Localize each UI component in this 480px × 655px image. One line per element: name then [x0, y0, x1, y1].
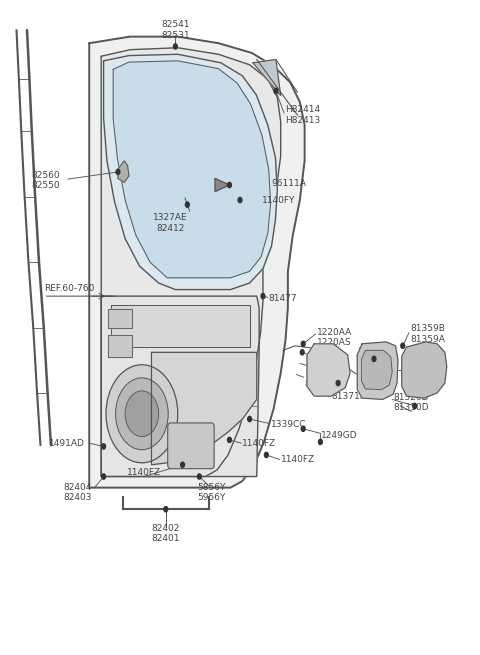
Polygon shape — [101, 48, 281, 477]
Text: 1140FZ: 1140FZ — [127, 468, 161, 477]
Text: 81320D
81310D: 81320D 81310D — [393, 393, 429, 413]
Polygon shape — [215, 178, 229, 191]
Circle shape — [102, 474, 106, 479]
Text: 1491AD: 1491AD — [48, 440, 84, 448]
Circle shape — [336, 381, 340, 386]
Text: 81477: 81477 — [269, 293, 297, 303]
FancyBboxPatch shape — [168, 423, 214, 469]
Polygon shape — [111, 305, 250, 347]
Circle shape — [180, 462, 184, 468]
Polygon shape — [357, 342, 398, 400]
Polygon shape — [108, 335, 132, 357]
Polygon shape — [101, 296, 259, 477]
Text: 1140FZ: 1140FZ — [281, 455, 315, 464]
Circle shape — [372, 356, 376, 362]
Text: 5856Y
5956Y: 5856Y 5956Y — [197, 483, 226, 502]
Circle shape — [116, 378, 168, 450]
Circle shape — [401, 343, 405, 348]
Circle shape — [102, 444, 106, 449]
Circle shape — [264, 453, 268, 458]
Text: 82404
82403: 82404 82403 — [63, 483, 92, 502]
Circle shape — [274, 88, 278, 94]
Circle shape — [228, 438, 231, 443]
Text: REF.60-760: REF.60-760 — [44, 284, 94, 293]
Text: 1220AA
1220AS: 1220AA 1220AS — [317, 328, 352, 347]
Text: 96111A: 96111A — [271, 179, 306, 188]
Circle shape — [301, 341, 305, 346]
Circle shape — [413, 403, 417, 409]
Text: 81371F: 81371F — [331, 392, 365, 401]
Polygon shape — [108, 309, 132, 328]
Text: 1140FY: 1140FY — [262, 196, 295, 204]
Circle shape — [300, 350, 304, 355]
Polygon shape — [89, 37, 305, 487]
Circle shape — [301, 426, 305, 432]
Polygon shape — [118, 161, 129, 182]
Text: P85342
82610B: P85342 82610B — [305, 370, 339, 390]
Polygon shape — [307, 344, 350, 396]
Text: 82541
82531: 82541 82531 — [161, 20, 190, 40]
Circle shape — [164, 506, 168, 512]
Text: 1140FZ: 1140FZ — [242, 440, 276, 448]
Text: H82414
H82413: H82414 H82413 — [286, 105, 321, 124]
Text: 82560
82550: 82560 82550 — [32, 171, 60, 190]
Circle shape — [248, 417, 252, 422]
Text: 82435A: 82435A — [310, 352, 344, 362]
Text: 1249GD: 1249GD — [322, 431, 358, 440]
Polygon shape — [152, 352, 257, 465]
Circle shape — [173, 44, 177, 49]
Circle shape — [125, 391, 158, 437]
Text: 1339CC: 1339CC — [271, 420, 307, 429]
Text: 82494A
82484: 82494A 82484 — [357, 347, 392, 367]
Circle shape — [319, 440, 323, 445]
Text: 81359B
81359A: 81359B 81359A — [410, 324, 445, 344]
Text: 81391F: 81391F — [310, 362, 343, 371]
Polygon shape — [253, 60, 281, 96]
Circle shape — [106, 365, 178, 463]
Circle shape — [228, 182, 231, 187]
Circle shape — [238, 197, 242, 202]
Circle shape — [197, 474, 201, 479]
Polygon shape — [361, 350, 392, 390]
Circle shape — [185, 202, 189, 207]
Circle shape — [261, 293, 265, 299]
Text: 82402
82401: 82402 82401 — [152, 524, 180, 543]
Circle shape — [116, 170, 120, 174]
Polygon shape — [113, 61, 271, 278]
Text: 1327AE
82412: 1327AE 82412 — [153, 214, 188, 233]
Polygon shape — [402, 342, 447, 398]
Polygon shape — [104, 54, 277, 290]
